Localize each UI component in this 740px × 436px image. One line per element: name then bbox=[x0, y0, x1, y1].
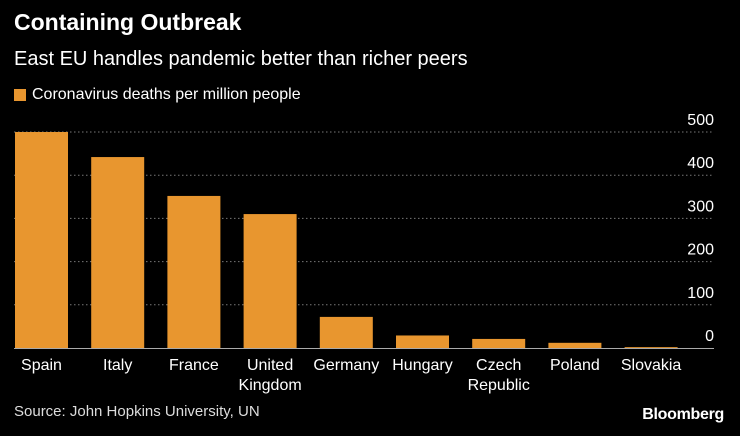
source-note: Source: John Hopkins University, UN bbox=[14, 403, 260, 420]
x-tick-label: France bbox=[169, 357, 219, 374]
bar bbox=[396, 335, 449, 348]
x-tick-label: Czech Republic bbox=[468, 357, 530, 394]
y-tick-label: 300 bbox=[687, 198, 714, 215]
legend-label: Coronavirus deaths per million people bbox=[32, 86, 301, 103]
y-tick-label: 500 bbox=[687, 112, 714, 129]
bar bbox=[319, 316, 373, 348]
bar bbox=[243, 214, 297, 348]
chart-subtitle: East EU handles pandemic better than ric… bbox=[14, 48, 468, 70]
y-tick-label: 100 bbox=[687, 285, 714, 302]
bar bbox=[167, 195, 221, 348]
bar bbox=[624, 347, 678, 349]
y-tick-label: 0 bbox=[705, 328, 714, 345]
bar bbox=[548, 342, 602, 348]
x-tick-label: Poland bbox=[550, 357, 600, 374]
x-tick-label: Italy bbox=[103, 357, 132, 374]
chart-title: Containing Outbreak bbox=[14, 9, 242, 35]
y-tick-label: 400 bbox=[687, 155, 714, 172]
legend: Coronavirus deaths per million people bbox=[14, 86, 301, 104]
x-tick-label: United Kingdom bbox=[239, 357, 302, 394]
bar bbox=[472, 338, 526, 348]
bar bbox=[15, 132, 68, 348]
x-tick-label: Hungary bbox=[392, 357, 452, 374]
x-tick-label: Germany bbox=[313, 357, 379, 374]
bar bbox=[91, 157, 145, 348]
x-tick-label: Slovakia bbox=[621, 357, 682, 374]
y-tick-label: 200 bbox=[687, 242, 714, 259]
legend-swatch bbox=[14, 89, 26, 101]
bloomberg-logo: Bloomberg bbox=[642, 406, 724, 423]
x-tick-label: Spain bbox=[21, 357, 62, 374]
